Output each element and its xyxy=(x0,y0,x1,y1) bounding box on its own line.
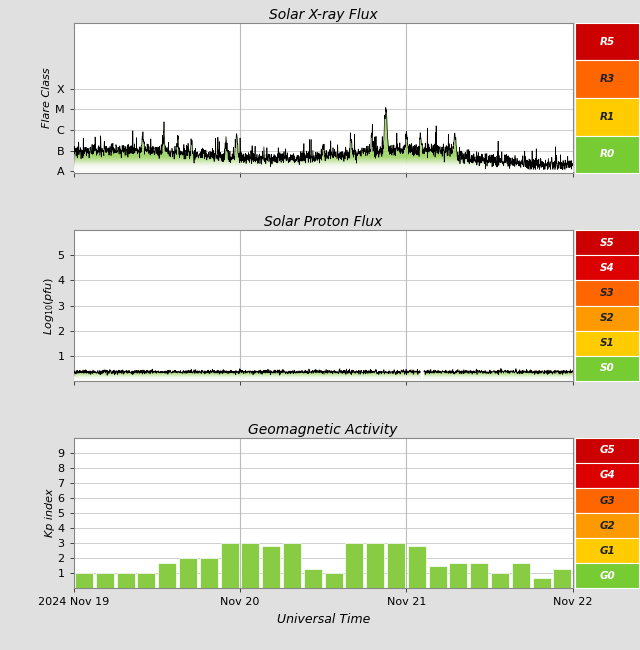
Bar xyxy=(554,569,572,588)
Bar xyxy=(241,543,259,588)
Bar xyxy=(324,573,342,588)
Text: R0: R0 xyxy=(600,150,614,159)
Bar xyxy=(491,573,509,588)
Bar xyxy=(75,573,93,588)
Bar xyxy=(387,543,405,588)
Text: G1: G1 xyxy=(599,545,615,556)
Bar xyxy=(449,563,467,588)
Title: Solar X-ray Flux: Solar X-ray Flux xyxy=(269,8,378,21)
Bar xyxy=(304,569,322,588)
Text: R5: R5 xyxy=(600,36,614,47)
Bar xyxy=(200,558,218,588)
Bar xyxy=(408,546,426,588)
Text: S1: S1 xyxy=(600,338,614,348)
Bar xyxy=(158,563,176,588)
Bar xyxy=(346,543,364,588)
Bar xyxy=(221,543,239,588)
Bar xyxy=(532,578,550,588)
Bar xyxy=(366,543,384,588)
Text: S2: S2 xyxy=(600,313,614,323)
Text: G4: G4 xyxy=(599,471,615,480)
Bar xyxy=(262,546,280,588)
Bar xyxy=(138,573,156,588)
Text: G0: G0 xyxy=(599,571,615,580)
Text: S5: S5 xyxy=(600,238,614,248)
Bar xyxy=(283,543,301,588)
Title: Solar Proton Flux: Solar Proton Flux xyxy=(264,215,382,229)
Y-axis label: Kp index: Kp index xyxy=(45,489,54,538)
Text: S0: S0 xyxy=(600,363,614,373)
Y-axis label: Flare Class: Flare Class xyxy=(42,68,52,128)
Bar xyxy=(512,563,530,588)
Bar xyxy=(470,563,488,588)
Bar xyxy=(116,573,134,588)
Y-axis label: $Log_{10}(pfu)$: $Log_{10}(pfu)$ xyxy=(42,276,56,335)
Text: S3: S3 xyxy=(600,288,614,298)
X-axis label: Universal Time: Universal Time xyxy=(276,613,370,626)
Text: G2: G2 xyxy=(599,521,615,530)
Text: R1: R1 xyxy=(600,112,614,122)
Bar xyxy=(96,573,114,588)
Text: G3: G3 xyxy=(599,495,615,506)
Text: R3: R3 xyxy=(600,74,614,84)
Text: G5: G5 xyxy=(599,445,615,456)
Title: Geomagnetic Activity: Geomagnetic Activity xyxy=(248,422,398,437)
Bar xyxy=(429,566,447,588)
Text: S4: S4 xyxy=(600,263,614,273)
Bar xyxy=(179,558,197,588)
